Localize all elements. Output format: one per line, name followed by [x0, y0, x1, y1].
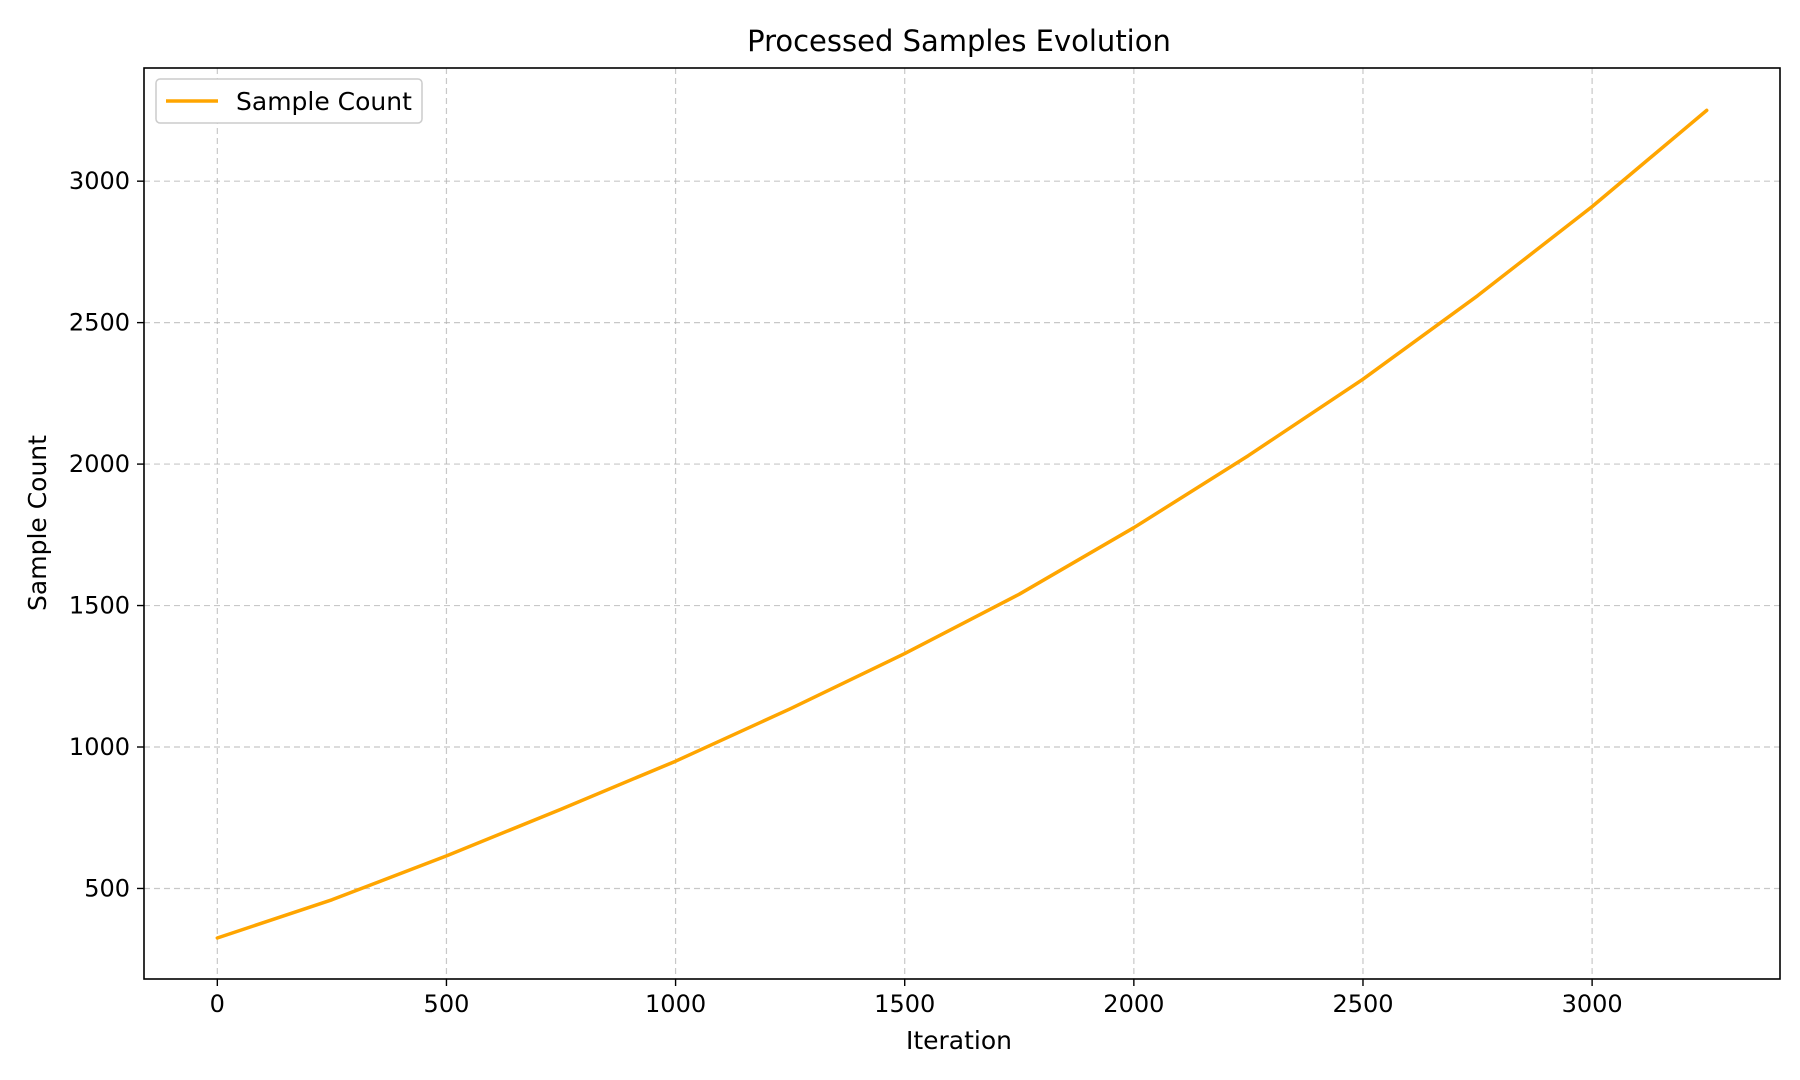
x-tick-label: 2000: [1103, 990, 1164, 1018]
x-tick-label: 2500: [1332, 990, 1393, 1018]
series-line-0: [215, 108, 1709, 940]
grid-lines: [144, 68, 1780, 979]
legend-label: Sample Count: [236, 87, 412, 116]
x-tick-label: 500: [424, 990, 470, 1018]
legend-box: [155, 78, 423, 124]
x-tick-label: 0: [210, 990, 225, 1018]
y-tick-label: 2500: [69, 309, 130, 337]
x-tick-label: 3000: [1562, 990, 1623, 1018]
y-axis: 500 1000 1500 2000 2500 3000: [69, 167, 144, 902]
legend: Sample Count: [155, 78, 423, 124]
y-tick-label: 1000: [69, 733, 130, 761]
y-tick-label: 500: [84, 874, 130, 902]
chart-title: Processed Samples Evolution: [747, 24, 1171, 58]
plot-frame: [143, 67, 1781, 980]
x-tick-label: 1000: [645, 990, 706, 1018]
series-layer: [215, 108, 1709, 940]
x-tick-label: 1500: [874, 990, 935, 1018]
y-axis-label: Sample Count: [23, 435, 52, 611]
x-axis-label: Iteration: [906, 1026, 1012, 1055]
y-tick-label: 3000: [69, 167, 130, 195]
y-tick-label: 1500: [69, 592, 130, 620]
y-tick-label: 2000: [69, 450, 130, 478]
x-axis: 0 500 1000 1500 2000 2500 3000: [210, 979, 1623, 1018]
